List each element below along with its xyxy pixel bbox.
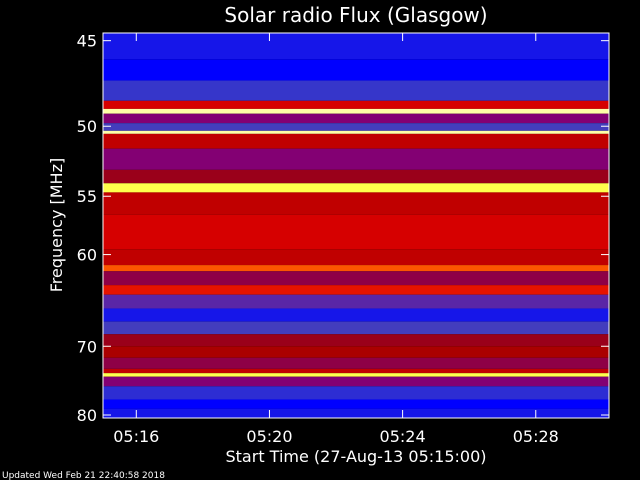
y-axis: 45 50 55 60 70 80 xyxy=(77,32,609,425)
spectrogram-plot xyxy=(103,33,609,418)
x-tick-label: 05:16 xyxy=(113,427,159,446)
spectral-band xyxy=(103,148,609,170)
spectral-band xyxy=(103,249,609,266)
spectral-band xyxy=(103,321,609,335)
x-tick-label: 05:24 xyxy=(380,427,426,446)
spectral-band xyxy=(103,108,609,114)
spectral-band xyxy=(103,80,609,101)
spectral-band xyxy=(103,123,609,131)
spectral-band xyxy=(103,399,609,409)
y-tick-label: 45 xyxy=(77,32,97,51)
x-axis-label: Start Time (27-Aug-13 05:15:00) xyxy=(226,447,487,466)
spectral-band xyxy=(103,214,609,250)
spectral-band xyxy=(103,265,609,272)
chart-title: Solar radio Flux (Glasgow) xyxy=(224,3,487,27)
y-tick-label: 60 xyxy=(77,246,97,265)
spectral-band xyxy=(103,408,609,418)
spectral-band xyxy=(103,183,609,193)
spectral-band xyxy=(103,285,609,295)
spectral-band xyxy=(103,59,609,81)
y-axis-label: Frequency [MHz] xyxy=(47,158,66,292)
y-tick-label: 50 xyxy=(77,117,97,136)
updated-timestamp: Updated Wed Feb 21 22:40:58 2018 xyxy=(2,471,165,480)
spectral-band xyxy=(103,334,609,347)
y-tick-label: 70 xyxy=(77,337,97,356)
spectral-band xyxy=(103,346,609,358)
spectral-band xyxy=(103,368,609,374)
plot-frame xyxy=(102,32,610,419)
spectral-band xyxy=(103,386,609,400)
spectral-band xyxy=(103,169,609,184)
spectral-band xyxy=(103,294,609,309)
spectral-band xyxy=(103,373,609,377)
spectral-band xyxy=(103,33,609,60)
spectral-band xyxy=(103,376,609,387)
spectral-band xyxy=(103,100,609,109)
spectral-band xyxy=(103,192,609,215)
x-tick-label: 05:28 xyxy=(513,427,559,446)
spectral-band xyxy=(103,133,609,149)
spectral-band xyxy=(103,357,609,369)
spectral-band xyxy=(103,113,609,124)
y-tick-label: 80 xyxy=(77,406,97,425)
spectral-band xyxy=(103,271,609,286)
x-tick-label: 05:20 xyxy=(246,427,292,446)
y-tick-label: 55 xyxy=(77,187,97,206)
spectral-band xyxy=(103,308,609,322)
x-axis: 05:16 05:20 05:24 05:28 xyxy=(113,33,559,446)
spectral-band xyxy=(103,130,609,134)
